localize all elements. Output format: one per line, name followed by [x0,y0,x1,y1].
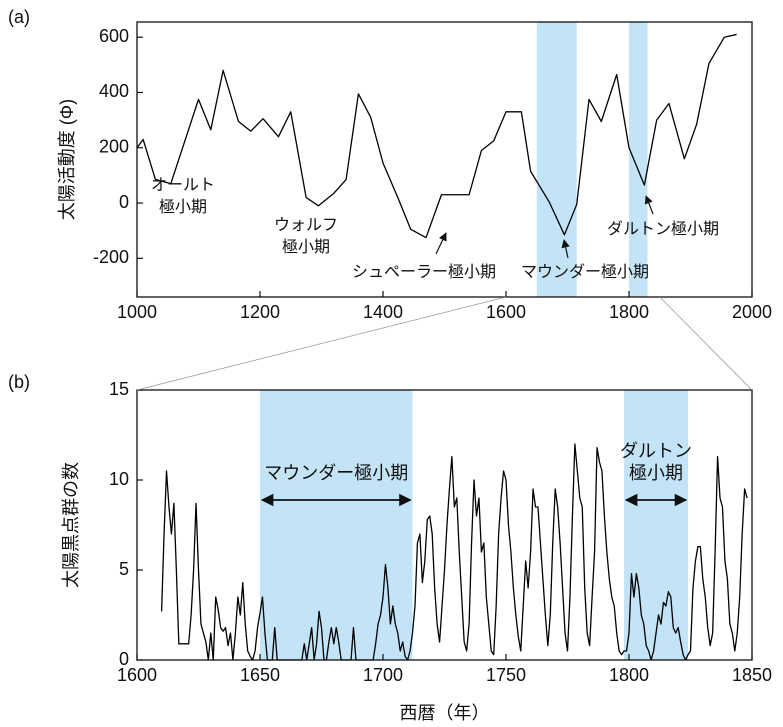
panel-label: (a) [8,7,30,27]
annotation: マウンダー極小期 [521,263,649,281]
annotation: 極小期 [629,463,683,483]
annotation: ウォルフ [274,216,338,234]
annotation: オールト [151,177,215,194]
x-tick-label: 1400 [363,302,403,322]
x-tick-label: 1700 [363,665,403,685]
y-axis-label: 太陽黒点群の数 [61,462,81,588]
annotation: シュペーラー極小期 [352,263,496,281]
x-tick-label: 1200 [240,302,280,322]
y-tick-label: 15 [109,379,129,399]
annotation-arrow [561,239,570,259]
y-tick-label: 0 [119,649,129,669]
annotation: 極小期 [282,238,330,256]
data-line [136,33,737,239]
x-tick-label: 1850 [732,665,772,685]
shaded-span [260,390,413,660]
shaded-span [629,22,648,297]
x-tick-label: 1600 [117,665,157,685]
x-tick-label: 1800 [609,665,649,685]
annotation: マウンダー極小期 [264,463,408,483]
x-tick-label: 1750 [486,665,526,685]
y-tick-label: 10 [109,469,129,489]
y-tick-label: 600 [99,26,129,46]
annotation: 極小期 [159,198,207,216]
annotation-arrow [435,232,447,255]
x-axis-label: 西暦（年） [400,703,490,723]
x-tick-label: 1600 [486,302,526,322]
y-tick-label: 5 [119,559,129,579]
annotation: ダルトン [620,441,692,461]
y-tick-label: 0 [119,192,129,212]
y-tick-label: 400 [99,81,129,101]
x-tick-label: 1000 [117,302,157,322]
x-tick-label: 1650 [240,665,280,685]
x-tick-label: 2000 [732,302,772,322]
shaded-span [536,22,577,297]
panel-label: (b) [8,372,30,392]
annotation-arrow [644,195,654,215]
plot-frame [136,21,753,298]
x-tick-label: 1800 [609,302,649,322]
y-tick-label: -200 [93,247,129,267]
zoom-line [136,296,507,391]
zoom-line [659,296,753,391]
y-tick-label: 200 [99,137,129,157]
shaded-span [624,390,689,660]
annotation: ダルトン極小期 [607,220,719,238]
plot-frame [136,389,753,661]
data-line [160,443,748,661]
y-axis-label: 太陽活動度 (Φ) [57,99,77,220]
